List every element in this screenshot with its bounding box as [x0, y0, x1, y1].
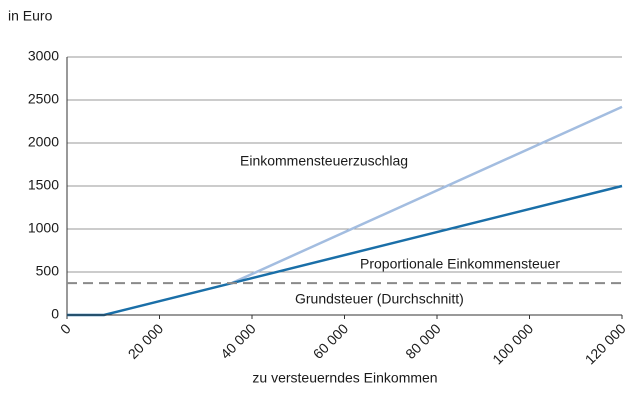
y-tick-label: 1000	[28, 220, 59, 236]
annotation: Grundsteuer (Durchschnitt)	[295, 291, 464, 307]
x-axis-label: zu versteuerndes Einkommen	[252, 370, 437, 386]
y-axis-label: in Euro	[8, 8, 53, 24]
annotation: Einkommensteuerzuschlag	[240, 153, 408, 169]
x-tick-label: 60 000	[310, 320, 352, 362]
series-line	[231, 105, 623, 285]
annotation: Proportionale Einkommensteuer	[360, 256, 560, 272]
x-tick-label: 80 000	[402, 320, 444, 362]
y-tick-label: 2000	[28, 134, 59, 150]
y-tick-label: 2500	[28, 91, 59, 107]
y-tick-label: 1500	[28, 177, 59, 193]
x-tick-label: 0	[57, 320, 74, 337]
y-tick-label: 0	[51, 306, 59, 322]
y-tick-label: 3000	[28, 48, 59, 64]
x-tick-label: 20 000	[125, 320, 167, 362]
x-tick-label: 120 000	[582, 320, 628, 367]
y-tick-label: 500	[36, 263, 60, 279]
x-tick-label: 40 000	[217, 320, 259, 362]
x-tick-label: 100 000	[489, 320, 536, 367]
